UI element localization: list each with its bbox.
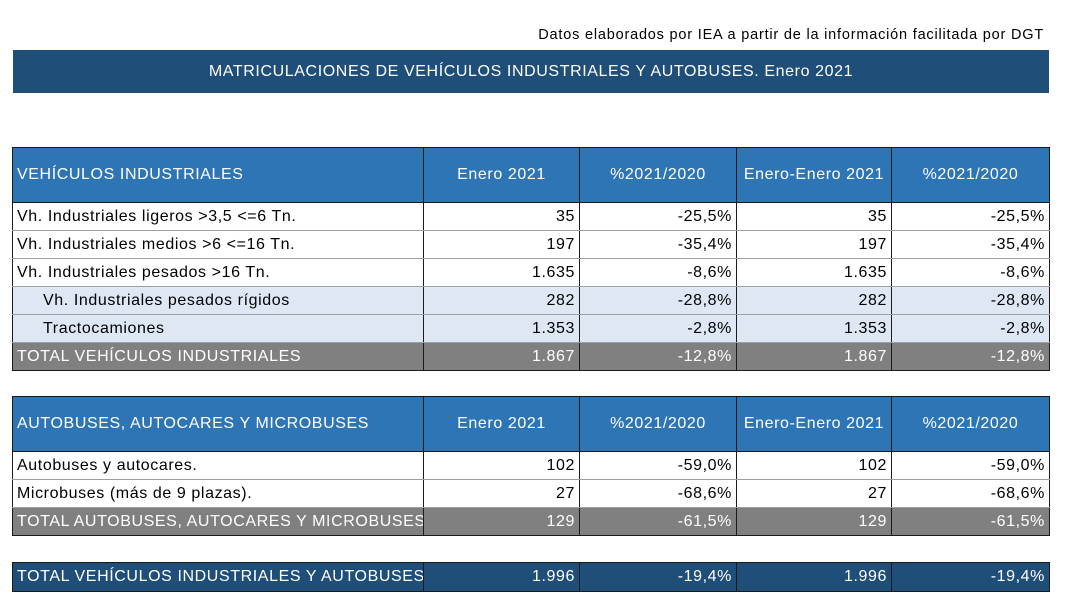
- grand-total-month-pct: -19,4%: [579, 562, 737, 592]
- grand-total-table: TOTAL VEHÍCULOS INDUSTRIALES Y AUTOBUSES…: [12, 562, 1050, 592]
- ytd-pct: -28,8%: [891, 286, 1050, 315]
- month-pct: -59,0%: [579, 451, 737, 480]
- table-row: Autobuses y autocares. 102 -59,0% 102 -5…: [12, 451, 1050, 480]
- month-pct: -2,8%: [579, 314, 737, 343]
- month-value: 1.635: [423, 258, 580, 287]
- table-header-row: VEHÍCULOS INDUSTRIALES Enero 2021 %2021/…: [12, 147, 1050, 203]
- column-header-category: AUTOBUSES, AUTOCARES Y MICROBUSES: [12, 396, 424, 452]
- month-value: 282: [423, 286, 580, 315]
- month-value: 27: [423, 479, 580, 508]
- ytd-value: 27: [736, 479, 892, 508]
- total-label: TOTAL VEHÍCULOS INDUSTRIALES: [12, 342, 424, 371]
- grand-total-ytd-pct: -19,4%: [891, 562, 1050, 592]
- total-month-value: 1.867: [423, 342, 580, 371]
- total-ytd-pct: -61,5%: [891, 507, 1050, 536]
- row-label: Microbuses (más de 9 plazas).: [12, 479, 424, 508]
- ytd-value: 102: [736, 451, 892, 480]
- month-pct: -8,6%: [579, 258, 737, 287]
- table-row: Vh. Industriales ligeros >3,5 <=6 Tn. 35…: [12, 202, 1050, 231]
- column-header-category: VEHÍCULOS INDUSTRIALES: [12, 147, 424, 203]
- month-pct: -25,5%: [579, 202, 737, 231]
- total-month-pct: -61,5%: [579, 507, 737, 536]
- month-pct: -68,6%: [579, 479, 737, 508]
- ytd-pct: -25,5%: [891, 202, 1050, 231]
- total-label: TOTAL AUTOBUSES, AUTOCARES Y MICROBUSES: [12, 507, 424, 536]
- column-header-month-pct: %2021/2020: [579, 396, 737, 452]
- source-note: Datos elaborados por IEA a partir de la …: [538, 27, 1044, 43]
- row-label: Autobuses y autocares.: [12, 451, 424, 480]
- row-label: Vh. Industriales pesados rígidos: [12, 286, 424, 315]
- industrial-vehicles-table: VEHÍCULOS INDUSTRIALES Enero 2021 %2021/…: [12, 147, 1050, 371]
- column-header-ytd-pct: %2021/2020: [891, 147, 1050, 203]
- table-row: Vh. Industriales medios >6 <=16 Tn. 197 …: [12, 230, 1050, 259]
- column-header-ytd-pct: %2021/2020: [891, 396, 1050, 452]
- row-label: Vh. Industriales medios >6 <=16 Tn.: [12, 230, 424, 259]
- ytd-value: 282: [736, 286, 892, 315]
- total-ytd-value: 1.867: [736, 342, 892, 371]
- ytd-value: 35: [736, 202, 892, 231]
- column-header-month: Enero 2021: [423, 147, 580, 203]
- grand-total-row: TOTAL VEHÍCULOS INDUSTRIALES Y AUTOBUSES…: [12, 562, 1050, 592]
- month-pct: -35,4%: [579, 230, 737, 259]
- buses-table: AUTOBUSES, AUTOCARES Y MICROBUSES Enero …: [12, 396, 1050, 536]
- month-value: 197: [423, 230, 580, 259]
- table-row-subcategory: Vh. Industriales pesados rígidos 282 -28…: [12, 286, 1050, 315]
- column-header-month-pct: %2021/2020: [579, 147, 737, 203]
- total-row: TOTAL VEHÍCULOS INDUSTRIALES 1.867 -12,8…: [12, 342, 1050, 371]
- ytd-pct: -59,0%: [891, 451, 1050, 480]
- row-label: Vh. Industriales pesados >16 Tn.: [12, 258, 424, 287]
- grand-total-month-value: 1.996: [423, 562, 580, 592]
- ytd-pct: -8,6%: [891, 258, 1050, 287]
- table-row: Microbuses (más de 9 plazas). 27 -68,6% …: [12, 479, 1050, 508]
- row-label: Tractocamiones: [12, 314, 424, 343]
- total-month-pct: -12,8%: [579, 342, 737, 371]
- ytd-pct: -68,6%: [891, 479, 1050, 508]
- ytd-pct: -35,4%: [891, 230, 1050, 259]
- month-value: 35: [423, 202, 580, 231]
- grand-total-label: TOTAL VEHÍCULOS INDUSTRIALES Y AUTOBUSES: [12, 562, 424, 592]
- ytd-value: 197: [736, 230, 892, 259]
- month-pct: -28,8%: [579, 286, 737, 315]
- column-header-ytd: Enero-Enero 2021: [736, 396, 892, 452]
- table-row: Vh. Industriales pesados >16 Tn. 1.635 -…: [12, 258, 1050, 287]
- ytd-value: 1.353: [736, 314, 892, 343]
- total-month-value: 129: [423, 507, 580, 536]
- total-row: TOTAL AUTOBUSES, AUTOCARES Y MICROBUSES …: [12, 507, 1050, 536]
- total-ytd-pct: -12,8%: [891, 342, 1050, 371]
- column-header-ytd: Enero-Enero 2021: [736, 147, 892, 203]
- column-header-month: Enero 2021: [423, 396, 580, 452]
- table-row-subcategory: Tractocamiones 1.353 -2,8% 1.353 -2,8%: [12, 314, 1050, 343]
- month-value: 102: [423, 451, 580, 480]
- report-title: MATRICULACIONES DE VEHÍCULOS INDUSTRIALE…: [13, 50, 1049, 93]
- grand-total-ytd-value: 1.996: [736, 562, 892, 592]
- row-label: Vh. Industriales ligeros >3,5 <=6 Tn.: [12, 202, 424, 231]
- total-ytd-value: 129: [736, 507, 892, 536]
- ytd-pct: -2,8%: [891, 314, 1050, 343]
- table-header-row: AUTOBUSES, AUTOCARES Y MICROBUSES Enero …: [12, 396, 1050, 452]
- month-value: 1.353: [423, 314, 580, 343]
- ytd-value: 1.635: [736, 258, 892, 287]
